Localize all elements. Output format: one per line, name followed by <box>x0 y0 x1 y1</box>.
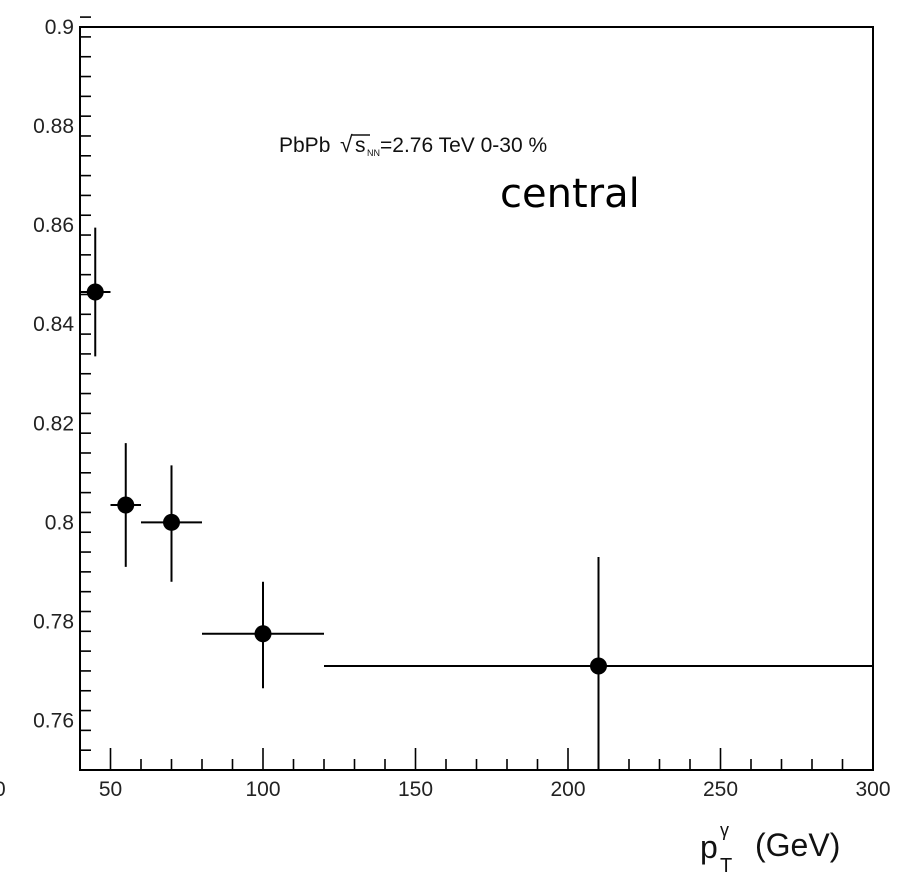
data-point <box>86 283 104 301</box>
y-tick-label: 0.82 <box>33 412 74 435</box>
s-letter: s <box>355 134 366 157</box>
axis-ticks <box>79 16 874 771</box>
y-tick-labels: 0.76 0.78 0.8 0.82 0.84 0.86 0.88 0.9 <box>33 16 74 732</box>
x-edge-tick-label: 0 <box>0 778 6 801</box>
x-tick-labels: 50 100 150 200 250 300 <box>99 778 891 801</box>
data-point <box>590 657 607 675</box>
data-series <box>80 227 873 770</box>
data-point <box>117 496 135 514</box>
y-tick-label: 0.88 <box>33 115 74 138</box>
sqrt-symbol: √ <box>340 131 353 157</box>
data-point <box>254 625 272 643</box>
s-subscript: NN <box>367 148 380 158</box>
y-tick-label: 0.76 <box>33 709 74 732</box>
y-tick-label: 0.84 <box>33 313 74 336</box>
x-tick-label: 50 <box>99 778 122 801</box>
energy-label: =2.76 TeV 0-30 % <box>380 134 547 157</box>
x-axis-unit: (GeV) <box>755 827 840 863</box>
x-tick-label: 200 <box>550 778 585 801</box>
y-tick-label: 0.78 <box>33 610 74 633</box>
collision-annotation: PbPb √ s NN =2.76 TeV 0-30 % <box>279 131 547 158</box>
x-axis-subscript: T <box>720 855 732 876</box>
x-axis-superscript: γ <box>720 820 729 840</box>
x-tick-label: 300 <box>855 778 890 801</box>
x-tick-label: 100 <box>245 778 280 801</box>
y-tick-label: 0.9 <box>45 16 74 39</box>
system-label: PbPb <box>279 134 330 157</box>
x-tick-label: 150 <box>398 778 433 801</box>
data-point <box>163 513 180 531</box>
x-axis-title: p γ T (GeV) <box>700 820 840 876</box>
x-axis-symbol: p <box>700 829 718 865</box>
x-tick-label: 250 <box>703 778 738 801</box>
y-tick-label: 0.8 <box>45 511 74 534</box>
y-tick-label: 0.86 <box>33 214 74 237</box>
centrality-label: central <box>500 171 640 217</box>
